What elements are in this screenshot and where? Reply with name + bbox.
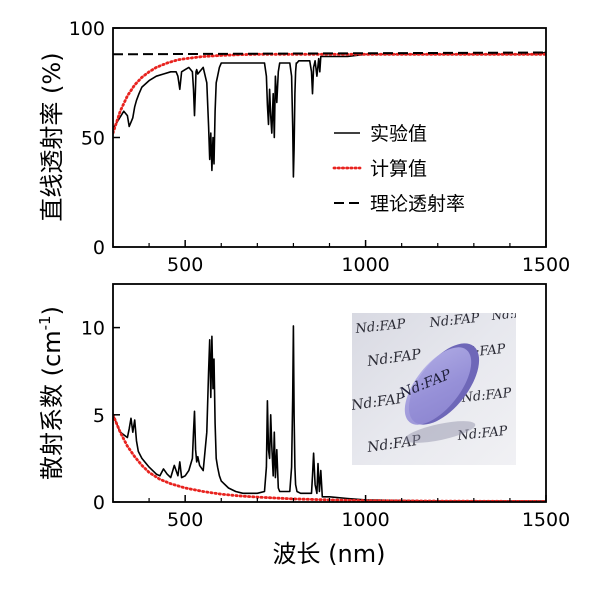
legend-label: 理论透射率 <box>370 193 465 215</box>
legend-label: 实验值 <box>370 123 427 145</box>
paper-print-text: Nd:FAP <box>456 424 509 444</box>
transmittance-y-axis-label: 直线透射率 (%) <box>38 52 66 221</box>
paper-print-text: Nd:FAP <box>349 391 406 415</box>
paper-print-text: Nd:FAP <box>365 433 422 457</box>
bot-series-solid <box>113 325 546 502</box>
x-tick-label: 500 <box>167 509 203 531</box>
x-axis-label: 波长 (nm) <box>273 540 386 568</box>
x-tick-label: 1500 <box>522 509 570 531</box>
paper-print-text: Nd:FAP <box>490 304 539 323</box>
scattering-ticks: 500 1000 1500 0 5 10 <box>81 318 570 531</box>
scattering-series <box>113 325 546 502</box>
transmittance-plot-frame <box>112 27 547 248</box>
x-tick-label: 1000 <box>341 509 389 531</box>
y-tick-label: 10 <box>81 318 105 340</box>
x-tick-label: 1000 <box>341 254 389 276</box>
inset-photo-content: Nd:FAP Nd:FAP Nd:FAP Nd:FAP Nd:FAP Nd:FAP Nd:F… <box>349 304 539 465</box>
transmittance-ticks: 500 1000 1500 0 50 100 <box>69 18 570 276</box>
transmittance-series <box>113 51 546 178</box>
paper-print-text: Nd:FAP <box>460 386 513 406</box>
y-tick-label: 50 <box>81 128 105 150</box>
y-tick-label: 0 <box>93 237 105 259</box>
nd-fap-disk <box>404 347 472 425</box>
legend-label: 计算值 <box>370 158 427 180</box>
disk-shadow <box>404 421 476 443</box>
scattering-panel: Nd:FAP Nd:FAP Nd:FAP Nd:FAP Nd:FAP Nd:FAP Nd:F… <box>36 283 570 568</box>
bot-series-dotted <box>113 413 546 502</box>
scattering-y-axis-label: 散射系数 (cm-1) <box>36 306 66 480</box>
x-tick-label: 1500 <box>522 254 570 276</box>
paper-print-text: Nd:FAP <box>354 317 407 337</box>
y-tick-label: 5 <box>93 405 105 427</box>
y-tick-label: 0 <box>93 492 105 514</box>
y-tick-label: 100 <box>69 18 105 40</box>
series-dashed-理论透射率 <box>113 51 546 56</box>
series-dotted-计算值 <box>113 52 546 135</box>
paper-print-text: Nd:FAP <box>365 347 422 371</box>
nd-fap-sample-photo: Nd:FAP Nd:FAP Nd:FAP Nd:FAP Nd:FAP Nd:FAP Nd:F… <box>349 304 539 465</box>
paper-print-text: Nd:FAP <box>428 311 481 331</box>
series-solid-实验值 <box>113 51 546 178</box>
x-tick-label: 500 <box>167 254 203 276</box>
